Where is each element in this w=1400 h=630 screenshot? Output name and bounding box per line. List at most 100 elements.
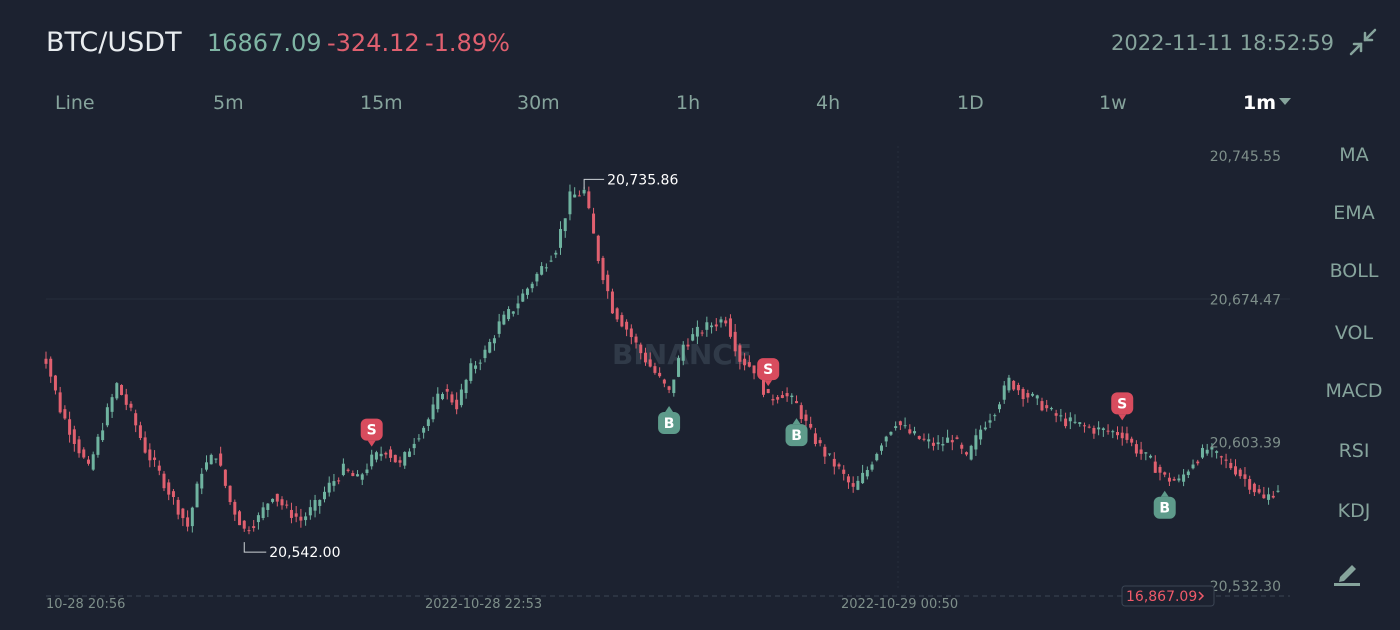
tab-30m[interactable]: 30m xyxy=(517,92,560,114)
candle-body xyxy=(1016,384,1020,391)
candle-body xyxy=(204,462,208,470)
candle-body xyxy=(1215,451,1219,453)
candle-body xyxy=(1158,466,1162,473)
candle-body xyxy=(998,404,1002,410)
candle-body xyxy=(544,267,548,269)
tab-1w[interactable]: 1w xyxy=(1099,92,1127,114)
candle-body xyxy=(1219,456,1223,458)
candle-body xyxy=(837,464,841,467)
marker-badge xyxy=(658,412,681,435)
candle-body xyxy=(629,328,633,338)
pencil-draw-icon[interactable] xyxy=(1332,561,1362,587)
candle-body xyxy=(77,439,81,454)
x-axis-tick-label: 10-28 20:56 xyxy=(46,597,125,612)
candle-body xyxy=(488,341,492,353)
candle-body xyxy=(648,359,652,367)
candle-body xyxy=(969,445,973,460)
symbol-title: BTC/USDT xyxy=(46,27,182,58)
candle-body xyxy=(1248,479,1252,490)
candle-body xyxy=(700,332,704,334)
candle-body xyxy=(459,389,463,406)
sell-marker: S xyxy=(360,418,383,447)
candle-body xyxy=(422,427,426,433)
candle-body xyxy=(516,303,520,309)
candle-body xyxy=(1106,430,1110,432)
candle-body xyxy=(101,430,105,441)
candle-body xyxy=(261,507,265,519)
candle-body xyxy=(124,394,128,405)
candle-body xyxy=(1059,415,1063,417)
candle-body xyxy=(842,469,846,474)
candle-body xyxy=(549,260,553,262)
tab-1h[interactable]: 1h xyxy=(676,92,701,114)
candle-body xyxy=(412,443,416,449)
marker-pointer xyxy=(1118,414,1127,421)
candle-body xyxy=(153,457,157,460)
candle-body xyxy=(1082,425,1086,427)
candle-body xyxy=(1031,393,1035,396)
current-price-tag xyxy=(1121,585,1215,607)
marker-label: B xyxy=(1159,501,1170,517)
candle-body xyxy=(592,213,596,234)
tab-15m[interactable]: 15m xyxy=(360,92,403,114)
indicator-ema[interactable]: EMA xyxy=(1333,202,1375,224)
marker-badge xyxy=(1153,496,1176,519)
marker-pointer xyxy=(665,406,674,413)
candle-body xyxy=(110,397,114,412)
candle-body xyxy=(639,344,643,354)
candle-body xyxy=(917,436,921,439)
candle-body xyxy=(91,454,95,470)
candle-body xyxy=(389,449,393,458)
candle-body xyxy=(58,392,62,413)
candle-body xyxy=(464,379,468,394)
indicator-rsi[interactable]: RSI xyxy=(1338,440,1370,462)
candle-body xyxy=(63,409,67,419)
x-axis-tick-label: 2022-10-29 00:50 xyxy=(841,597,958,612)
tab-line[interactable]: Line xyxy=(55,92,95,114)
marker-badge xyxy=(757,358,780,381)
candle-body xyxy=(492,338,496,344)
candle-body xyxy=(502,314,506,325)
indicator-boll[interactable]: BOLL xyxy=(1329,260,1379,282)
candle-body xyxy=(356,474,360,477)
candle-body xyxy=(653,366,657,373)
interval-tabs: Line 5m 15m 30m 1h 4h 1D 1w 1m xyxy=(0,92,1400,122)
candle-body xyxy=(242,520,246,529)
tab-1d[interactable]: 1D xyxy=(957,92,984,114)
candle-body xyxy=(1092,427,1096,434)
candle-body xyxy=(289,509,293,518)
candle-body xyxy=(771,399,775,401)
candle-body xyxy=(705,322,709,330)
candle-body xyxy=(176,499,180,515)
indicator-ma[interactable]: MA xyxy=(1339,144,1369,166)
indicator-vol[interactable]: VOL xyxy=(1334,322,1374,344)
collapse-arrows-icon[interactable] xyxy=(1349,28,1377,56)
candle-body xyxy=(181,508,185,519)
marker-badge xyxy=(785,424,808,447)
candle-body xyxy=(1012,380,1016,390)
candle-body xyxy=(577,195,581,197)
chevron-right-icon xyxy=(1198,591,1205,601)
chevron-down-icon[interactable] xyxy=(1279,97,1291,107)
indicator-macd[interactable]: MACD xyxy=(1325,380,1383,402)
marker-pointer xyxy=(764,380,773,387)
marker-badge xyxy=(1111,392,1134,415)
tab-4h[interactable]: 4h xyxy=(816,92,841,114)
candle-body xyxy=(327,482,331,493)
candle-body xyxy=(49,358,53,377)
candle-body xyxy=(1139,449,1143,454)
indicator-kdj[interactable]: KDJ xyxy=(1337,500,1371,522)
candle-body xyxy=(426,419,430,426)
candle-body xyxy=(341,463,345,476)
ticker-header: BTC/USDT 16867.09 -324.12 -1.89% 2022-11… xyxy=(0,0,1400,86)
tab-5m[interactable]: 5m xyxy=(213,92,244,114)
candle-body xyxy=(167,482,171,495)
tab-1m[interactable]: 1m xyxy=(1243,92,1277,114)
candle-body xyxy=(790,395,794,398)
buy-marker: B xyxy=(658,406,681,435)
candle-body xyxy=(1045,405,1049,409)
candle-body xyxy=(1191,464,1195,469)
candle-body xyxy=(1252,483,1256,493)
candle-body xyxy=(823,446,827,457)
